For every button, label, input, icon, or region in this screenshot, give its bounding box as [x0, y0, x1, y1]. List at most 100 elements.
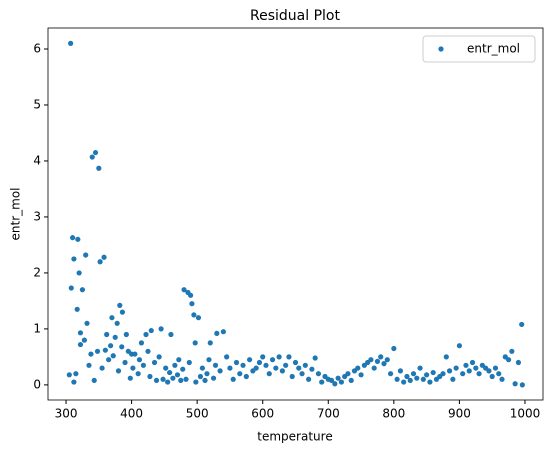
scatter-point: [476, 371, 482, 377]
y-axis-label: entr_mol: [9, 188, 23, 241]
scatter-point: [153, 377, 160, 384]
scatter-point: [183, 376, 189, 382]
scatter-point: [96, 165, 102, 171]
scatter-point: [119, 344, 125, 350]
scatter-point: [345, 371, 351, 377]
scatter-point: [122, 359, 128, 366]
scatter-point: [75, 236, 81, 242]
scatter-point: [88, 351, 94, 357]
scatter-point: [499, 376, 505, 382]
scatter-point: [404, 373, 410, 380]
scatter-point: [145, 348, 151, 354]
scatter-point: [397, 368, 404, 374]
scatter-point: [192, 340, 198, 346]
scatter-point: [420, 376, 426, 382]
x-tick-label: 700: [317, 407, 340, 421]
scatter-point: [212, 362, 219, 368]
scatter-point: [368, 357, 374, 363]
scatter-point: [172, 362, 178, 368]
legend-box: [422, 35, 536, 63]
x-tick-label: 900: [448, 407, 471, 421]
scatter-point: [315, 371, 322, 377]
scatter-point: [237, 371, 243, 377]
scatter-point: [240, 362, 246, 368]
scatter-point: [348, 377, 354, 384]
scatter-point: [256, 359, 263, 366]
scatter-point: [140, 362, 146, 368]
scatter-point: [509, 348, 515, 354]
scatter-point: [125, 348, 131, 354]
scatter-point: [108, 343, 114, 349]
scatter-point: [199, 365, 206, 371]
scatter-point: [312, 355, 318, 361]
scatter-point: [81, 337, 87, 343]
scatter-point: [410, 371, 417, 377]
y-tick-label: 1: [33, 321, 41, 335]
scatter-point: [355, 365, 361, 371]
scatter-point: [210, 375, 217, 381]
scatter-point: [233, 359, 240, 366]
scatter-point: [247, 357, 253, 363]
scatter-point: [269, 357, 276, 363]
scatter-point: [440, 371, 446, 377]
scatter-point: [456, 343, 463, 349]
scatter-point: [101, 254, 107, 260]
scatter-point: [328, 377, 335, 384]
scatter-point: [79, 287, 86, 293]
scatter-point: [174, 372, 181, 378]
scatter-point: [112, 334, 118, 340]
scatter-point: [207, 340, 213, 346]
y-tick-label: 2: [33, 265, 41, 279]
x-tick-label: 1000: [510, 407, 541, 421]
scatter-point: [417, 365, 423, 371]
scatter-point: [401, 379, 407, 385]
scatter-point: [176, 357, 182, 363]
scatter-point: [76, 270, 82, 276]
scatter-point: [106, 357, 112, 363]
scatter-point: [143, 331, 149, 338]
scatter-point: [127, 375, 133, 381]
scatter-point: [189, 301, 195, 307]
scatter-point: [206, 357, 212, 363]
scatter-point: [332, 381, 338, 387]
scatter-point: [178, 377, 184, 384]
scatter-point: [69, 235, 76, 241]
scatter-point: [165, 379, 171, 385]
scatter-point: [309, 366, 315, 372]
scatter-point: [99, 365, 105, 371]
scatter-point: [427, 379, 433, 385]
scatter-point: [158, 326, 164, 332]
x-tick-label: 500: [186, 407, 209, 421]
scatter-point: [186, 359, 192, 366]
scatter-point: [335, 375, 341, 381]
scatter-point: [132, 351, 138, 357]
scatter-point: [319, 379, 325, 385]
scatter-point: [371, 365, 377, 371]
legend-marker: [438, 46, 444, 52]
scatter-point: [519, 382, 525, 388]
scatter-point: [424, 372, 430, 378]
scatter-point: [92, 149, 99, 156]
scatter-point: [180, 366, 186, 372]
scatter-point: [86, 362, 92, 368]
scatter-point: [253, 365, 259, 371]
scatter-point: [381, 361, 387, 367]
scatter-point: [68, 40, 74, 46]
scatter-point: [407, 377, 413, 384]
scatter-point: [243, 373, 249, 380]
scatter-point: [68, 285, 74, 291]
scatter-point: [170, 375, 176, 381]
x-tick-label: 300: [55, 407, 78, 421]
x-axis-label: temperature: [257, 430, 332, 444]
y-tick-label: 3: [33, 209, 41, 223]
scatter-point: [289, 373, 295, 380]
scatter-point: [130, 365, 136, 371]
scatter-point: [217, 368, 223, 374]
scatter-point: [338, 379, 344, 385]
scatter-point: [466, 368, 472, 374]
scatter-point: [453, 365, 459, 371]
scatter-point: [204, 371, 210, 377]
scatter-point: [496, 371, 502, 377]
scatter-point: [296, 365, 302, 371]
scatter-point: [273, 365, 279, 371]
